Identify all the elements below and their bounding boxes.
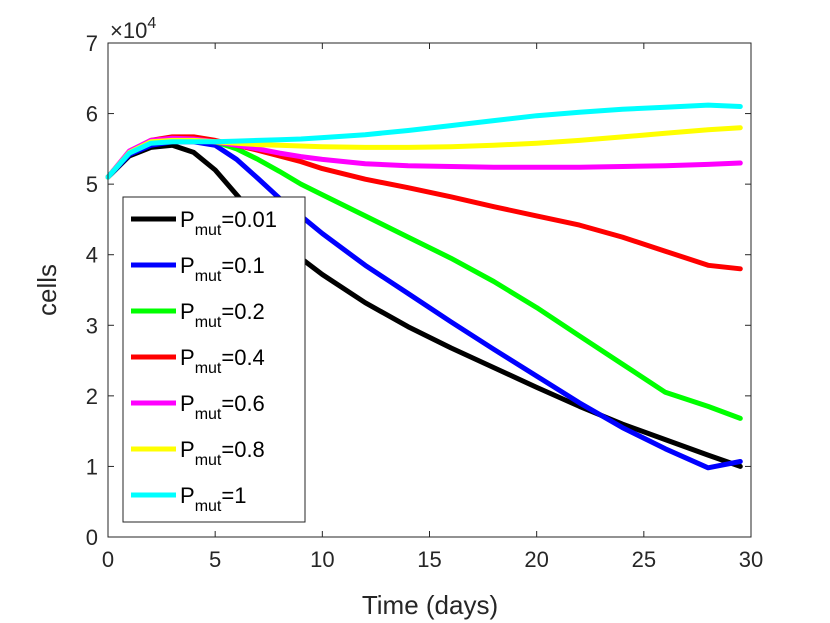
legend-label-main: P — [180, 391, 195, 416]
legend-label: Pmut=0.1 — [180, 253, 265, 285]
y-axis-label: cells — [32, 264, 62, 316]
x-axis-label: Time (days) — [362, 590, 498, 620]
y-tick-label: 3 — [86, 313, 98, 338]
legend-label-main: P — [180, 207, 195, 232]
y-tick-label: 5 — [86, 172, 98, 197]
legend-label-subscript: mut — [195, 314, 222, 331]
legend-label-value: =0.6 — [221, 391, 264, 416]
legend-label-value: =0.4 — [221, 345, 264, 370]
legend-label-main: P — [180, 345, 195, 370]
y-exponent: ×104 — [110, 15, 156, 43]
y-tick-label: 4 — [86, 243, 98, 268]
legend-label-value: =1 — [221, 483, 246, 508]
legend-label: Pmut=0.8 — [180, 437, 265, 469]
legend-label-value: =0.8 — [221, 437, 264, 462]
legend-label-main: P — [180, 483, 195, 508]
x-tick-label: 20 — [524, 547, 548, 572]
legend: Pmut=0.01Pmut=0.1Pmut=0.2Pmut=0.4Pmut=0.… — [122, 196, 306, 523]
legend-label-subscript: mut — [195, 498, 222, 515]
legend-label: Pmut=1 — [180, 483, 246, 515]
x-tick-label: 30 — [739, 547, 763, 572]
x-tick-label: 25 — [632, 547, 656, 572]
y-exponent-power: 4 — [147, 15, 156, 32]
legend-label-main: P — [180, 299, 195, 324]
legend-label-subscript: mut — [195, 406, 222, 423]
tick-layer: 0 5 10 15 20 25 30 0 1 2 3 4 5 6 7 — [86, 31, 763, 572]
x-tick-label: 0 — [102, 547, 114, 572]
y-tick-label: 6 — [86, 102, 98, 127]
legend-label-value: =0.01 — [221, 207, 277, 232]
legend-items: Pmut=0.01Pmut=0.1Pmut=0.2Pmut=0.4Pmut=0.… — [131, 207, 277, 515]
x-tick-label: 10 — [310, 547, 334, 572]
series-layer — [105, 102, 743, 471]
legend-label-subscript: mut — [195, 268, 222, 285]
legend-label-subscript: mut — [195, 222, 222, 239]
legend-label: Pmut=0.01 — [180, 207, 277, 239]
x-tick-label: 5 — [209, 547, 221, 572]
legend-label-subscript: mut — [195, 360, 222, 377]
y-tick-label: 1 — [86, 454, 98, 479]
legend-label-value: =0.2 — [221, 299, 264, 324]
y-exponent-base: ×10 — [110, 18, 147, 43]
series-line-7 — [105, 102, 743, 180]
y-tick-label: 0 — [86, 525, 98, 550]
legend-label-main: P — [180, 437, 195, 462]
legend-label-main: P — [180, 253, 195, 278]
legend-label-value: =0.1 — [221, 253, 264, 278]
legend-label: Pmut=0.4 — [180, 345, 265, 377]
y-tick-label: 2 — [86, 384, 98, 409]
legend-label: Pmut=0.2 — [180, 299, 265, 331]
legend-label-subscript: mut — [195, 452, 222, 469]
legend-label: Pmut=0.6 — [180, 391, 265, 423]
y-tick-label: 7 — [86, 31, 98, 56]
x-tick-label: 15 — [417, 547, 441, 572]
